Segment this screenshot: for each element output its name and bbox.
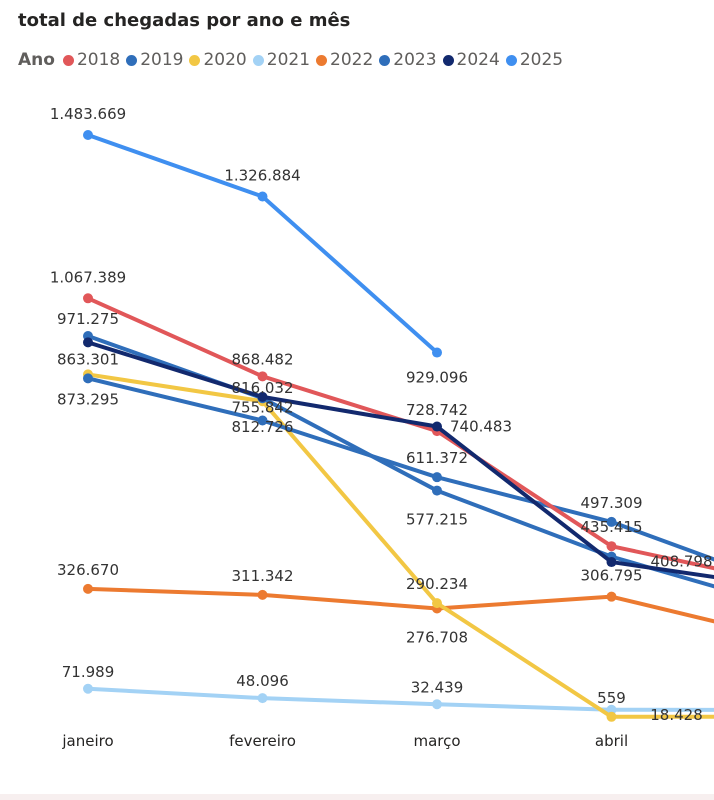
data-label-2023: 863.301: [57, 350, 119, 368]
series-line-2022: [87, 586, 714, 624]
data-point-2023: [432, 472, 442, 483]
data-label-2022: 311.342: [231, 567, 293, 585]
legend-item-2025[interactable]: 2025: [505, 50, 564, 70]
data-label-2023: 497.309: [580, 494, 642, 512]
x-tick-label: abril: [595, 732, 628, 750]
data-point-2025: [432, 347, 442, 358]
legend: Ano 2018 2019 2020 2021 2022 2023 2024 2025: [18, 50, 569, 70]
legend-marker: [252, 54, 264, 66]
data-point-2024: [432, 421, 442, 432]
data-label-2018: 435.415: [580, 518, 642, 536]
legend-label: 2021: [266, 50, 311, 70]
data-label-2025: 1.326.884: [224, 167, 300, 185]
legend-label: 2022: [330, 50, 374, 70]
data-point-2025: [83, 130, 93, 140]
data-label-2022: 326.670: [57, 561, 119, 579]
data-point-2025: [257, 191, 268, 202]
data-label-2021: 18.428: [650, 706, 703, 724]
data-label-2025: 929.096: [406, 369, 468, 387]
legend-label: 2024: [456, 50, 500, 70]
legend-marker: [505, 54, 517, 66]
x-tick-label: janeiro: [61, 732, 113, 750]
series-line-2020: [87, 372, 714, 719]
legend-item-2018[interactable]: 2018: [62, 50, 121, 70]
data-point-2023: [83, 373, 93, 384]
data-label-2021: 32.439: [411, 678, 464, 696]
legend-label: 2025: [519, 50, 564, 70]
data-point-2022: [83, 583, 93, 594]
legend-label: 2023: [393, 50, 437, 70]
legend-label: 2018: [76, 50, 121, 70]
data-label-2019: 577.215: [406, 511, 468, 529]
data-point-2021: [432, 699, 442, 710]
data-point-2020: [606, 711, 617, 722]
series-line-2023: [87, 376, 714, 562]
data-point-2023: [606, 516, 617, 527]
data-label-2025: 1.483.669: [50, 105, 126, 123]
data-point-2018: [606, 541, 617, 552]
data-label-2022: 276.708: [406, 628, 468, 646]
bottom-band: [0, 794, 714, 800]
data-label-2021: 71.989: [62, 663, 115, 681]
legend-item-2024[interactable]: 2024: [442, 50, 500, 70]
data-label-2019: 408.798: [650, 553, 712, 571]
data-label-2020: 290.234: [406, 575, 468, 593]
legend-item-2021[interactable]: 2021: [252, 50, 311, 70]
series-line-2018: [87, 296, 714, 571]
data-point-2023: [257, 415, 268, 426]
legend-marker: [189, 54, 201, 66]
data-label-2018: 1.067.389: [50, 268, 126, 286]
legend-marker: [379, 54, 391, 66]
legend-label: 2019: [140, 50, 184, 70]
legend-item-2022[interactable]: 2022: [316, 50, 373, 70]
data-point-2020: [432, 598, 442, 609]
legend-label: 2020: [203, 50, 247, 70]
data-label-2020: 559: [597, 689, 626, 707]
data-point-2019: [432, 485, 442, 496]
data-label-2018: 728.742: [406, 401, 468, 419]
legend-marker: [126, 54, 138, 66]
data-label-2024: 816.032: [231, 379, 293, 397]
legend-item-2019[interactable]: 2019: [126, 50, 183, 70]
legend-marker: [442, 54, 454, 66]
data-label-2021: 48.096: [236, 672, 289, 690]
data-point-2022: [257, 589, 268, 600]
data-point-2021: [606, 704, 617, 715]
data-label-2024: 740.483: [450, 418, 512, 436]
data-label-2022: 306.795: [580, 567, 642, 585]
data-point-2018: [83, 293, 93, 304]
data-point-2024: [606, 557, 617, 568]
data-label-2018: 868.482: [231, 350, 293, 368]
x-tick-label: fevereiro: [229, 732, 296, 750]
data-label-2023: 611.372: [406, 449, 468, 467]
legend-item-2020[interactable]: 2020: [189, 50, 247, 70]
legend-item-2023[interactable]: 2023: [379, 50, 437, 70]
data-label-2019: 971.275: [57, 310, 119, 328]
chart-title: total de chegadas por ano e mês: [18, 10, 351, 31]
x-tick-label: março: [413, 732, 460, 750]
data-point-2021: [83, 683, 93, 694]
data-point-2024: [83, 337, 93, 348]
data-label-2020: 873.295: [57, 390, 119, 408]
legend-title: Ano: [18, 50, 55, 70]
data-point-2024: [257, 391, 268, 402]
legend-marker: [316, 54, 328, 66]
data-label-2023: 755.842: [231, 399, 293, 417]
legend-marker: [62, 54, 74, 66]
data-label-2019: 812.726: [231, 418, 293, 436]
data-point-2021: [257, 693, 268, 704]
data-point-2018: [257, 371, 268, 382]
data-point-2022: [606, 591, 617, 602]
